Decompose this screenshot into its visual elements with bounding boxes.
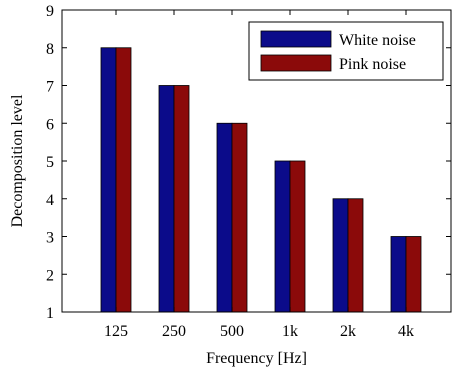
- bar-white-noise: [332, 198, 349, 313]
- bar-white-noise: [390, 236, 407, 313]
- bar-white-noise: [274, 160, 291, 313]
- y-tick-label: 7: [46, 79, 54, 96]
- y-tick-label: 9: [46, 3, 54, 20]
- bar-white-noise: [158, 85, 175, 313]
- bar-pink-noise: [115, 47, 132, 313]
- bar-pink-noise: [347, 198, 364, 313]
- bar-pink-noise: [173, 85, 190, 313]
- y-axis-ticks: 1 2 3 4 5 6 7 8 9: [46, 3, 451, 322]
- y-tick-label: 6: [46, 116, 54, 133]
- x-tick-label: 1k: [282, 323, 298, 340]
- y-tick-label: 3: [46, 230, 54, 247]
- bars-group: [100, 47, 422, 313]
- y-tick-label: 5: [46, 154, 54, 171]
- y-axis-label: Decomposition level: [9, 94, 26, 227]
- legend-label: White noise: [339, 32, 416, 49]
- bar-pink-noise: [289, 160, 306, 313]
- x-tick-label: 2k: [340, 323, 356, 340]
- x-tick-label: 125: [104, 323, 128, 340]
- x-tick-label: 250: [162, 323, 186, 340]
- y-tick-label: 2: [46, 267, 54, 284]
- bar-pink-noise: [231, 122, 248, 313]
- y-tick-label: 8: [46, 41, 54, 58]
- legend: White noise Pink noise: [248, 21, 444, 81]
- bar-white-noise: [100, 47, 117, 313]
- y-tick-label: 4: [46, 192, 54, 209]
- bar-white-noise: [216, 122, 233, 313]
- x-axis-label: Frequency [Hz]: [206, 350, 307, 367]
- legend-swatch: [260, 54, 332, 72]
- legend-label: Pink noise: [339, 56, 406, 73]
- x-axis-ticks: 125 250 500 1k 2k 4k: [104, 10, 414, 340]
- x-tick-label: 4k: [398, 323, 414, 340]
- x-tick-label: 500: [220, 323, 244, 340]
- bar-pink-noise: [405, 236, 422, 313]
- y-tick-label: 1: [46, 305, 54, 322]
- legend-swatch: [260, 30, 332, 48]
- plot-frame: [61, 9, 452, 313]
